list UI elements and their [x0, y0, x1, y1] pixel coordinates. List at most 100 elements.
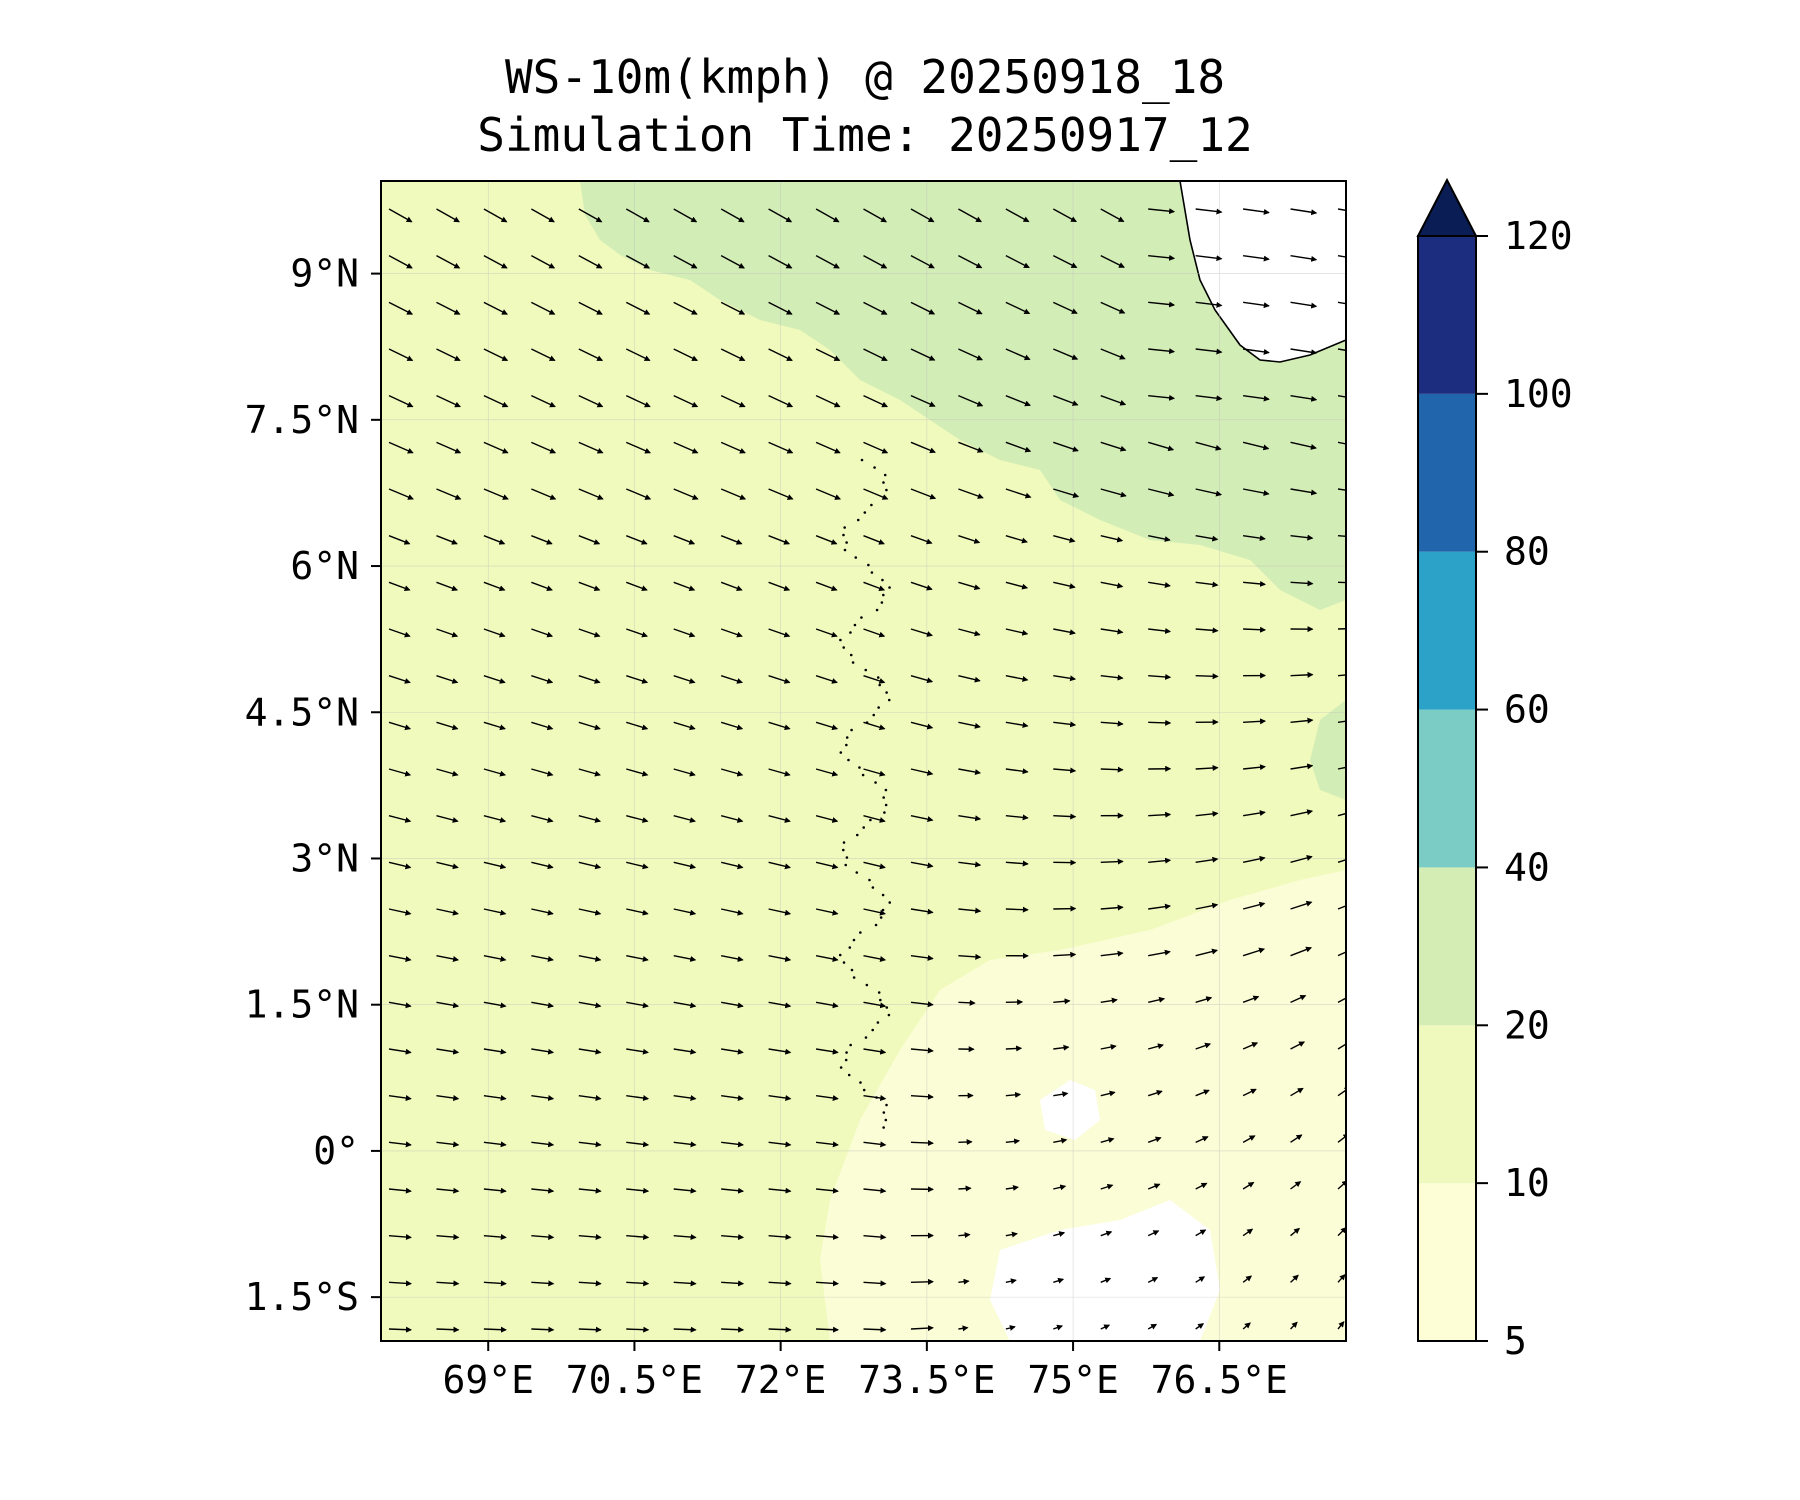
wind-arrow	[1195, 301, 1223, 308]
wind-arrow	[1053, 395, 1079, 406]
wind-arrow	[910, 814, 934, 823]
wind-arrow	[720, 535, 743, 545]
wind-arrow	[673, 1141, 697, 1148]
island-dot	[874, 923, 878, 927]
island-dot	[852, 976, 856, 979]
wind-arrow	[388, 1001, 412, 1009]
wind-arrow	[1148, 488, 1175, 497]
wind-arrow	[1337, 951, 1346, 957]
wind-arrow	[531, 208, 555, 223]
wind-arrow	[673, 1280, 697, 1287]
wind-arrow	[483, 395, 509, 408]
wind-arrow	[578, 1234, 602, 1241]
colorbar-label: 20	[1504, 1003, 1550, 1047]
wind-arrow	[625, 395, 651, 408]
wind-arrow	[1100, 1137, 1115, 1144]
wind-arrow	[1005, 208, 1030, 223]
wind-arrow	[1195, 1042, 1212, 1050]
wind-arrow	[1053, 1277, 1065, 1284]
island-dot	[839, 1066, 843, 1069]
island-dot	[888, 901, 892, 904]
island-dot	[885, 488, 888, 492]
wind-arrow	[1052, 208, 1077, 223]
wind-arrow	[1148, 581, 1171, 588]
wind-arrow	[1005, 581, 1029, 590]
wind-arrow	[721, 1048, 744, 1055]
wind-arrow	[626, 908, 649, 916]
wind-arrow	[863, 395, 889, 408]
wind-arrow	[626, 581, 648, 592]
island-chain	[838, 458, 892, 1129]
wind-arrow	[1195, 581, 1219, 588]
wind-arrow	[1337, 301, 1346, 305]
wind-arrow	[1195, 534, 1219, 542]
wind-arrow	[436, 1141, 460, 1148]
wind-arrow	[673, 1094, 697, 1101]
wind-arrow	[1005, 255, 1030, 269]
wind-arrow	[1290, 1087, 1304, 1097]
wind-arrow	[626, 1141, 650, 1148]
wind-arrow	[388, 488, 414, 500]
wind-arrow	[673, 1048, 697, 1055]
island-dot	[848, 946, 852, 949]
wind-arrow	[436, 255, 461, 269]
colorbar-frame	[1417, 235, 1477, 1342]
wind-arrow	[1337, 674, 1346, 677]
wind-arrow	[531, 535, 553, 545]
wind-arrow	[910, 255, 935, 269]
wind-arrow	[1005, 441, 1032, 453]
wind-arrow	[768, 908, 792, 916]
wind-arrow	[1195, 765, 1219, 771]
island-dot	[863, 511, 867, 514]
wind-arrow	[531, 768, 554, 777]
wind-arrow	[910, 1047, 934, 1054]
wind-arrow	[483, 1141, 507, 1148]
wind-arrow	[1005, 1138, 1021, 1145]
wind-arrow	[1242, 901, 1266, 910]
island-dot	[850, 728, 853, 732]
wind-arrow	[531, 348, 556, 362]
island-dot	[845, 1051, 848, 1054]
wind-arrow	[1148, 903, 1171, 910]
wind-arrow	[1100, 534, 1124, 543]
wind-arrow	[531, 1001, 554, 1009]
wind-arrow	[1148, 441, 1175, 452]
wind-arrow	[1290, 1041, 1306, 1050]
island-dot	[860, 458, 864, 462]
wind-arrow	[815, 908, 839, 916]
wind-arrow	[721, 1001, 744, 1009]
wind-arrow	[1005, 534, 1028, 544]
wind-arrow	[910, 674, 934, 684]
island-dot	[871, 1028, 874, 1032]
wind-arrow	[768, 675, 791, 684]
island-dot	[882, 1126, 885, 1129]
gridlines	[381, 181, 1346, 1341]
wind-arrow	[1290, 994, 1307, 1003]
wind-arrow	[626, 1094, 650, 1101]
wind-arrow	[1053, 581, 1076, 590]
wind-arrow	[388, 1187, 412, 1194]
island-dot	[887, 698, 891, 702]
wind-arrow	[625, 255, 651, 269]
colorbar-label: 80	[1504, 530, 1550, 574]
wind-arrow	[531, 1048, 555, 1055]
wind-arrow	[720, 861, 744, 870]
wind-arrow	[1242, 1042, 1259, 1050]
island-dot	[882, 1111, 886, 1114]
wind-arrow	[815, 1001, 839, 1009]
wind-arrow	[1337, 766, 1346, 770]
wind-arrow	[768, 814, 791, 823]
wind-arrow	[1148, 208, 1176, 215]
wind-arrow	[1195, 1089, 1210, 1097]
wind-arrow	[720, 441, 746, 454]
title-line-1: WS-10m(kmph) @ 20250918_18	[504, 50, 1226, 104]
wind-arrow	[1148, 719, 1172, 726]
wind-arrow	[673, 1326, 697, 1333]
wind-arrow	[673, 255, 698, 269]
wind-arrow	[1053, 1137, 1068, 1144]
wind-arrow	[1195, 673, 1219, 680]
wind-arrow	[436, 908, 459, 916]
wind-arrow	[720, 301, 746, 315]
wind-arrow	[483, 1280, 507, 1287]
wind-arrow	[1148, 1043, 1164, 1050]
